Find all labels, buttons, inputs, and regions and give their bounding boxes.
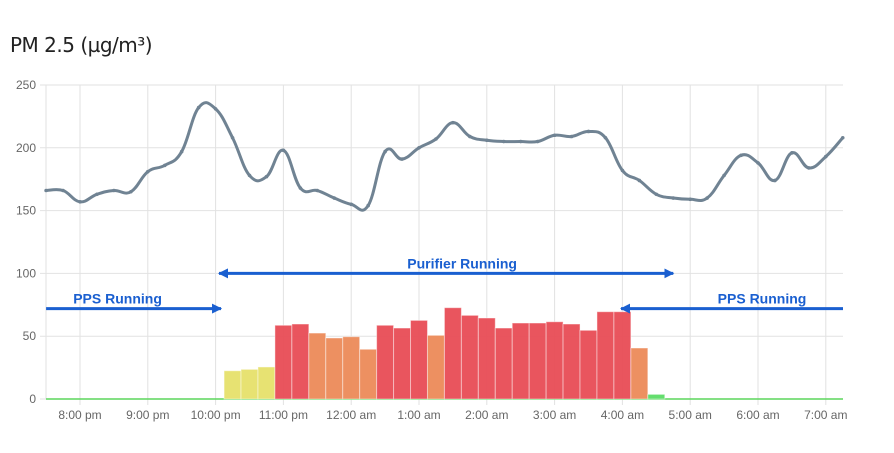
line-point <box>722 173 726 178</box>
line-point <box>654 192 659 197</box>
line-point <box>315 188 320 193</box>
y-tick-label: 200 <box>16 141 36 155</box>
line-point <box>671 196 676 200</box>
x-tick-label: 8:00 pm <box>58 408 101 422</box>
line-point <box>95 192 99 197</box>
x-tick-label: 2:00 am <box>465 408 508 422</box>
bar <box>630 347 649 400</box>
line-point <box>196 105 201 110</box>
line-point <box>485 138 489 143</box>
x-tick-label: 4:00 am <box>601 408 644 422</box>
line-point <box>162 163 167 168</box>
bar <box>494 327 513 400</box>
x-tick-label: 12:00 am <box>326 408 376 422</box>
annotation-label: PPS Running <box>718 291 807 307</box>
line-point <box>112 188 116 193</box>
line-point <box>756 161 760 165</box>
line-point <box>61 188 65 193</box>
bar <box>291 323 310 400</box>
line-point <box>264 174 269 179</box>
line-point <box>468 134 472 139</box>
line-point <box>637 178 642 183</box>
line-point <box>518 139 523 144</box>
line-point <box>298 186 303 190</box>
bar <box>579 329 598 400</box>
bar <box>376 324 395 400</box>
line-point <box>824 154 828 159</box>
y-tick-label: 50 <box>23 329 37 343</box>
bar <box>274 324 293 400</box>
line-point <box>281 148 286 153</box>
line-point <box>417 146 421 150</box>
line-point <box>129 189 133 194</box>
line-point <box>705 196 709 200</box>
bar <box>545 321 564 400</box>
bar <box>410 319 428 400</box>
x-tick-label: 6:00 am <box>736 408 779 422</box>
line-point <box>349 202 354 207</box>
line-point <box>434 137 438 141</box>
line-point <box>688 197 692 202</box>
line-point <box>44 188 48 193</box>
line-point <box>213 107 218 111</box>
bar <box>596 311 615 400</box>
bar <box>511 322 530 400</box>
line-point <box>620 168 625 173</box>
line-point <box>569 134 574 139</box>
y-tick-label: 100 <box>16 266 36 280</box>
line-point <box>400 157 404 161</box>
line-point <box>179 149 184 154</box>
line-point <box>383 149 387 154</box>
annotation-label: PPS Running <box>73 291 162 307</box>
line-point <box>790 151 794 155</box>
bar <box>613 311 632 400</box>
line-point <box>807 166 811 170</box>
line-point <box>603 135 608 140</box>
line-point <box>332 196 337 200</box>
y-tick-label: 150 <box>16 204 36 218</box>
x-tick-label: 10:00 pm <box>191 408 241 422</box>
line-point <box>451 120 455 125</box>
line-point <box>501 139 506 144</box>
x-tick-label: 3:00 am <box>533 408 576 422</box>
y-tick-label: 250 <box>16 78 36 92</box>
bar <box>647 393 666 400</box>
line-point <box>535 139 540 144</box>
x-tick-label: 11:00 pm <box>259 408 308 422</box>
bar <box>240 368 259 400</box>
line-point <box>366 203 370 208</box>
bar <box>528 322 547 400</box>
bar <box>359 348 378 400</box>
line-point <box>247 173 252 178</box>
chart-title: PM 2.5 (µg/m³) <box>10 33 153 57</box>
line-point <box>840 135 845 140</box>
bar <box>477 317 496 400</box>
bar <box>257 366 276 400</box>
y-tick-label: 0 <box>29 392 36 406</box>
line-point <box>146 169 150 174</box>
bar <box>325 337 344 400</box>
x-tick-label: 1:00 am <box>397 408 440 422</box>
line-point <box>230 135 235 140</box>
bar <box>308 332 327 400</box>
bar <box>426 334 445 400</box>
line-point <box>739 153 743 158</box>
bar <box>223 370 242 400</box>
bar <box>562 323 581 400</box>
bar <box>460 314 479 400</box>
bar <box>393 327 412 400</box>
line-point <box>552 133 557 138</box>
x-tick-label: 9:00 pm <box>126 408 169 422</box>
x-tick-label: 5:00 am <box>669 408 712 422</box>
line-point <box>586 129 591 134</box>
line-point <box>773 178 777 183</box>
bar <box>443 307 462 400</box>
x-tick-label: 7:00 am <box>804 408 847 422</box>
line-point <box>78 200 82 204</box>
annotation-label: Purifier Running <box>407 255 517 271</box>
bar <box>342 336 361 400</box>
line-series <box>46 101 844 212</box>
